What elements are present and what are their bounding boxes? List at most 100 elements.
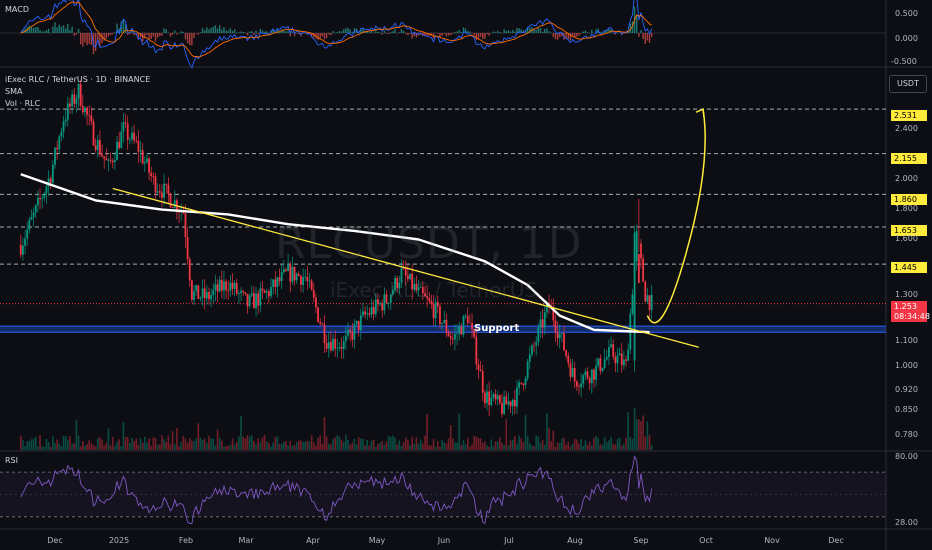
sma-indicator-label[interactable]: SMA [5, 87, 23, 96]
volume-bar [71, 443, 73, 450]
volume-bar [206, 443, 208, 450]
candle-body [483, 392, 486, 404]
macd-histogram-bar [362, 28, 364, 33]
symbol-title[interactable]: iExec RLC / TetherUS · 1D · BINANCE [5, 75, 151, 84]
volume-bar [37, 446, 39, 450]
currency-button[interactable]: USDT [889, 75, 927, 93]
volume-bar [52, 436, 54, 450]
candle-body [90, 115, 93, 122]
candle-body [573, 367, 576, 382]
candle-body [171, 207, 174, 208]
macd-histogram-bar [214, 25, 217, 33]
candle-body [535, 342, 538, 346]
macd-histogram-bar [588, 32, 591, 34]
macd-histogram-bar [189, 33, 191, 46]
volume-bar [203, 438, 206, 450]
macd-histogram-bar [229, 28, 232, 33]
candle-body [246, 293, 249, 307]
macd-histogram-bar [454, 31, 456, 33]
volume-bar [445, 443, 448, 450]
volume-bar [375, 446, 377, 450]
candle-body [107, 159, 110, 161]
candle-body [362, 311, 364, 316]
macd-histogram-bar [133, 33, 135, 36]
volume-bar [263, 435, 266, 450]
candle-body [588, 378, 591, 384]
volume-bar [484, 441, 486, 450]
macd-tick-neg0500: -0.500 [891, 57, 917, 66]
volume-bar [75, 419, 78, 450]
volume-bar [223, 446, 225, 450]
volume-bar [88, 439, 91, 450]
support-zone [0, 326, 886, 333]
macd-histogram-bar [372, 33, 375, 34]
volume-bar [345, 435, 347, 450]
candle-body [404, 268, 407, 276]
volume-bar [92, 444, 95, 450]
volume-bar [576, 439, 578, 450]
macd-histogram-bar [567, 33, 569, 40]
volume-bar [250, 435, 253, 450]
macd-histogram-bar [79, 33, 82, 45]
volume-bar [141, 442, 144, 450]
candle-body [471, 323, 473, 330]
candle-body [293, 266, 296, 281]
candle-body [223, 281, 225, 291]
macd-histogram-bar [169, 33, 172, 37]
volume-bar [105, 442, 108, 450]
volume-bar [451, 438, 454, 450]
macd-histogram-bar [385, 33, 388, 34]
macd-pane-label: MACD [5, 5, 29, 14]
volume-bar [300, 440, 302, 450]
volume-bar [439, 446, 441, 450]
candle-body [578, 386, 580, 388]
volume-bar [306, 441, 309, 450]
macd-histogram-bar [171, 33, 174, 35]
candle-body [635, 230, 638, 262]
volume-bar [481, 442, 484, 450]
candle-body [637, 253, 640, 283]
volume-bar [443, 442, 446, 450]
candle-body [154, 176, 157, 193]
candle-body [370, 306, 373, 315]
candle-body [282, 269, 285, 273]
candle-body [389, 294, 392, 303]
volume-bar [133, 440, 135, 450]
volume-bar [291, 445, 294, 450]
volume-bar [447, 438, 450, 450]
countdown-tag: 08:34:48 [891, 311, 930, 322]
candle-body [582, 375, 585, 384]
candle-body [323, 324, 326, 344]
macd-histogram-bar [204, 30, 206, 33]
volume-bar [464, 444, 467, 450]
macd-histogram-bar [411, 33, 413, 39]
volume-bar [638, 419, 640, 450]
volume-bar [272, 442, 274, 450]
candle-body [374, 299, 377, 315]
candle-body [71, 94, 74, 107]
volume-bar [197, 423, 200, 450]
volume-bar [460, 444, 463, 450]
volume-bar [191, 440, 193, 450]
macd-histogram-bar [174, 30, 176, 33]
volume-bar [543, 444, 546, 450]
volume-bar [385, 441, 388, 450]
candle-body [291, 266, 294, 282]
volume-indicator-label[interactable]: Vol · RLC [5, 99, 41, 108]
macd-histogram-bar [253, 33, 255, 36]
macd-histogram-bar [497, 30, 499, 33]
candle-body [92, 121, 95, 146]
volume-bar [394, 437, 396, 450]
rsi-tick-28: 28.00 [895, 518, 918, 527]
candle-body [272, 279, 275, 287]
volume-bar [648, 435, 651, 450]
macd-histogram-bar [268, 33, 270, 34]
volume-bar [357, 437, 360, 450]
candle-body [94, 145, 97, 150]
candle-body [646, 295, 649, 302]
candle-body [19, 244, 22, 255]
macd-histogram-bar [332, 31, 334, 33]
x-tick-mar: Mar [238, 536, 254, 545]
macd-histogram-bar [131, 30, 133, 33]
